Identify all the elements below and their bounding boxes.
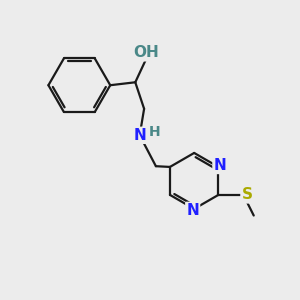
- Text: S: S: [242, 188, 253, 202]
- Text: N: N: [214, 158, 226, 173]
- Text: H: H: [149, 125, 161, 139]
- Text: N: N: [133, 128, 146, 143]
- Text: N: N: [186, 203, 199, 218]
- Text: OH: OH: [133, 45, 159, 60]
